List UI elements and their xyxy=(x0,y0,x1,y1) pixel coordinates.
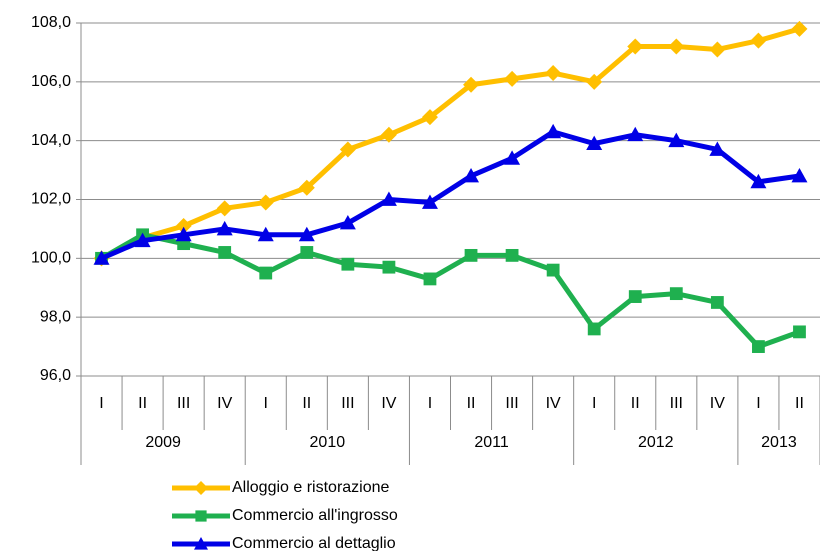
marker xyxy=(341,257,355,271)
marker xyxy=(587,322,601,336)
series xyxy=(93,20,808,267)
legend-label: Commercio al dettaglio xyxy=(232,535,396,551)
marker xyxy=(382,260,396,274)
marker xyxy=(380,126,397,143)
marker xyxy=(175,217,192,234)
marker xyxy=(627,38,644,55)
series xyxy=(93,123,808,265)
marker xyxy=(628,290,642,303)
x-tick-label: I xyxy=(264,395,268,412)
x-group-label: 2011 xyxy=(474,434,509,451)
marker xyxy=(464,248,478,262)
x-tick-label: I xyxy=(99,395,103,412)
marker xyxy=(750,32,767,49)
marker xyxy=(793,325,806,339)
marker xyxy=(298,226,315,242)
marker xyxy=(750,173,767,189)
marker xyxy=(546,263,560,277)
marker xyxy=(709,41,726,58)
x-tick-label: IV xyxy=(710,395,725,412)
x-tick-label: I xyxy=(592,395,596,412)
legend: Alloggio e ristorazione Commercio all'ing… xyxy=(172,479,398,551)
marker xyxy=(791,167,808,183)
marker xyxy=(421,194,438,209)
legend-label: Commercio all'ingrosso xyxy=(232,507,398,524)
x-group-label: 2010 xyxy=(310,434,346,451)
marker xyxy=(504,70,521,87)
marker xyxy=(298,179,315,196)
marker xyxy=(752,340,765,353)
y-tick-label: 104,0 xyxy=(31,132,71,149)
marker xyxy=(216,200,233,217)
x-tick-label: II xyxy=(631,395,640,412)
series-line xyxy=(100,232,801,350)
marker xyxy=(504,150,521,165)
marker xyxy=(134,232,151,248)
y-tick-label: 96,0 xyxy=(40,367,71,384)
marker xyxy=(194,537,208,550)
marker xyxy=(545,123,562,139)
marker xyxy=(257,226,274,242)
marker xyxy=(668,38,685,55)
y-tick-label: 102,0 xyxy=(31,191,71,208)
marker xyxy=(257,194,274,211)
series xyxy=(95,228,806,353)
marker xyxy=(423,272,437,286)
marker xyxy=(194,481,208,495)
marker xyxy=(669,287,683,301)
y-tick-label: 106,0 xyxy=(31,73,71,90)
marker xyxy=(339,141,356,158)
marker xyxy=(216,220,233,236)
y-tick-label: 100,0 xyxy=(31,250,71,267)
marker xyxy=(668,132,685,148)
marker xyxy=(259,266,273,280)
x-tick-label: III xyxy=(177,395,190,412)
y-tick-label: 108,0 xyxy=(31,14,71,31)
marker xyxy=(339,215,356,230)
x-tick-label: IV xyxy=(381,395,396,412)
marker xyxy=(505,248,519,262)
x-tick-label: II xyxy=(302,395,311,412)
marker xyxy=(175,226,192,242)
legend-label: Alloggio e ristorazione xyxy=(232,479,390,496)
x-group-label: 2013 xyxy=(761,434,797,451)
marker xyxy=(710,296,724,309)
marker xyxy=(300,246,314,259)
x-tick-label: I xyxy=(428,395,432,412)
marker xyxy=(545,65,562,82)
series-line xyxy=(100,129,800,261)
marker xyxy=(218,246,232,259)
marker xyxy=(463,167,480,183)
marker xyxy=(586,73,603,90)
marker xyxy=(791,20,808,37)
x-tick-label: II xyxy=(467,395,476,412)
marker xyxy=(195,510,207,522)
marker xyxy=(93,250,110,265)
x-tick-label: III xyxy=(341,395,354,412)
x-tick-label: IV xyxy=(217,395,232,412)
x-tick-label: III xyxy=(670,395,683,412)
marker xyxy=(709,141,726,156)
x-tick-label: I xyxy=(756,395,760,412)
marker xyxy=(463,76,480,93)
x-group-label: 2012 xyxy=(638,434,674,451)
marker xyxy=(421,109,438,126)
x-tick-label: II xyxy=(138,395,147,412)
x-group-label: 2009 xyxy=(145,434,181,451)
marker xyxy=(586,135,603,151)
x-tick-label: III xyxy=(505,395,518,412)
x-tick-label: IV xyxy=(546,395,561,412)
marker xyxy=(380,191,397,206)
x-tick-label: II xyxy=(795,395,804,412)
marker xyxy=(627,126,644,142)
y-tick-label: 98,0 xyxy=(40,308,71,325)
